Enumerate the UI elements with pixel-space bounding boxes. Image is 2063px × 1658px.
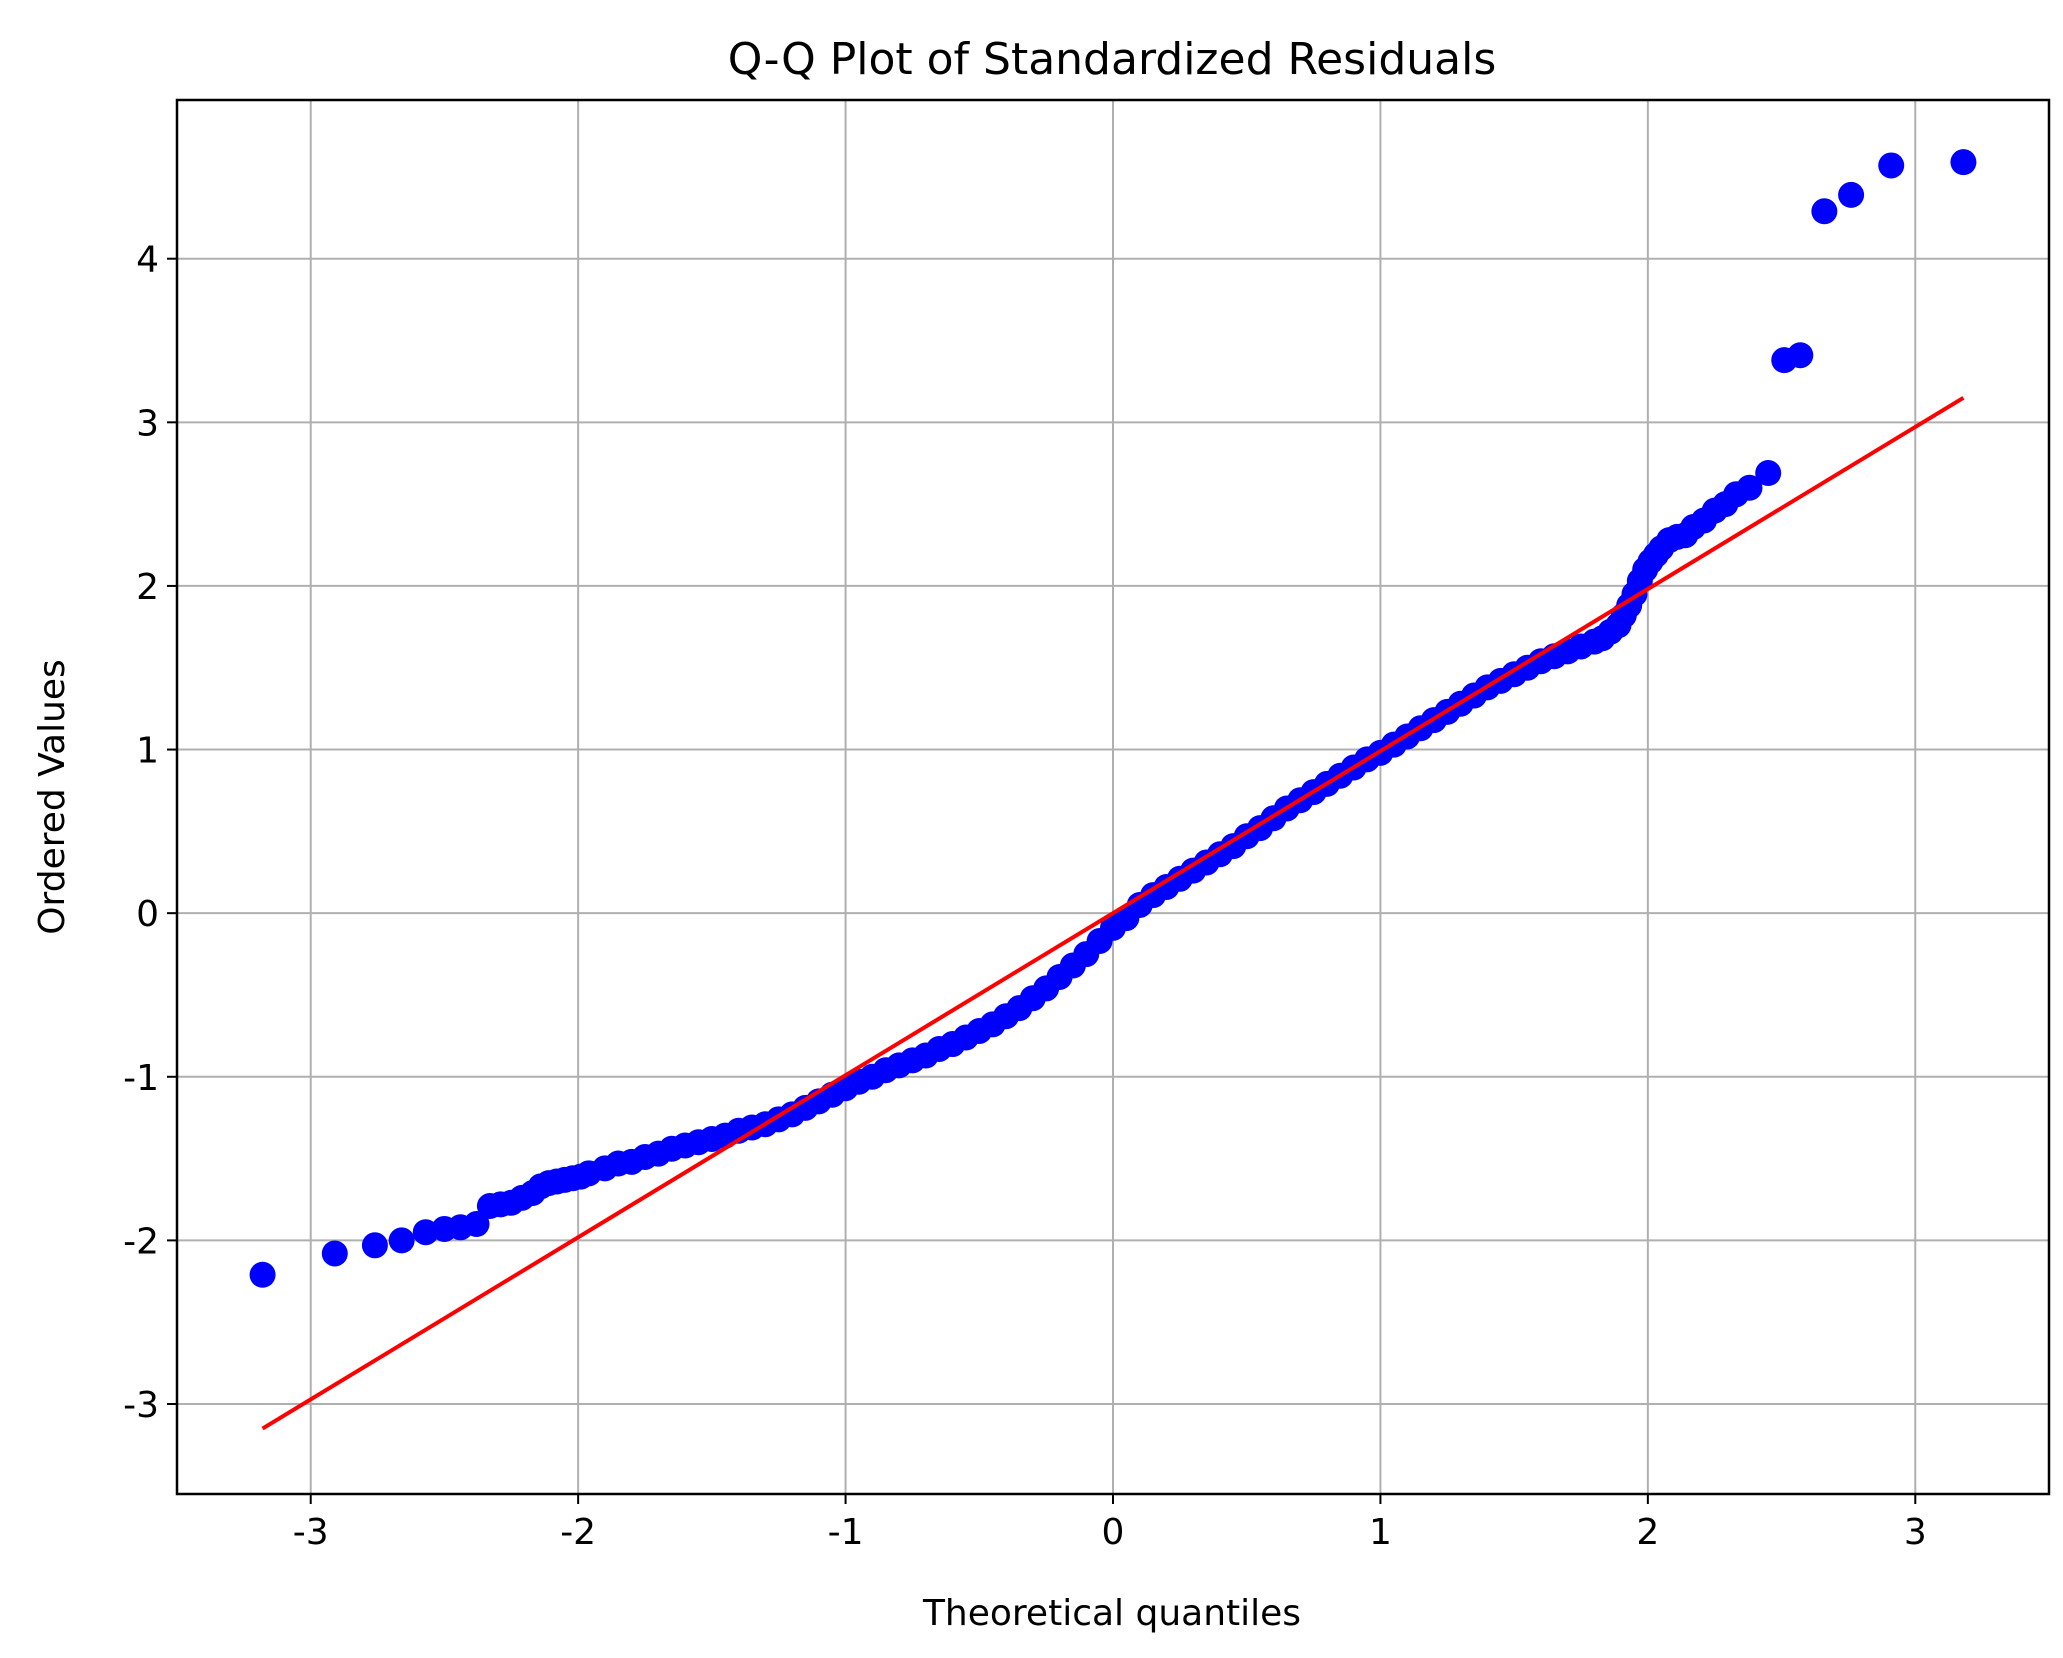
y-tick-label: 2 [136, 567, 159, 608]
y-tick-label: 0 [136, 894, 159, 935]
data-point [1755, 460, 1782, 487]
data-point [388, 1227, 415, 1254]
data-point [1838, 181, 1865, 208]
x-tick-label: -1 [828, 1512, 864, 1553]
x-axis-label: Theoretical quantiles [922, 1593, 1301, 1634]
x-tick-label: 3 [1904, 1512, 1927, 1553]
y-axis-label: Ordered Values [32, 659, 73, 935]
y-tick-label: 1 [136, 731, 159, 772]
fit-line-layer [261, 396, 1965, 1431]
y-tick-label: -2 [123, 1221, 159, 1262]
x-tick-label: 2 [1636, 1512, 1659, 1553]
fit-line [261, 396, 1965, 1431]
data-point [321, 1240, 348, 1267]
x-tick-label: -2 [560, 1512, 596, 1553]
data-point [1878, 152, 1905, 179]
data-point [249, 1261, 276, 1288]
data-point [463, 1211, 490, 1238]
y-tick-label: 3 [136, 403, 159, 444]
y-tick-label: 4 [136, 240, 159, 281]
x-tick-label: -3 [293, 1512, 329, 1553]
x-tick-label: 1 [1369, 1512, 1392, 1553]
grid [177, 100, 2049, 1494]
data-point [1950, 149, 1977, 176]
data-point [1787, 342, 1814, 369]
y-tick-label: -3 [123, 1385, 159, 1426]
y-tick-label: -1 [123, 1058, 159, 1099]
data-point [361, 1232, 388, 1259]
data-point [1811, 198, 1838, 225]
x-tick-label: 0 [1102, 1512, 1125, 1553]
data-point [1736, 474, 1763, 501]
ticks: -3 -2 -1 0 1 2 3 -3 -2 -1 0 1 2 3 4 [123, 240, 1927, 1553]
chart-title: Q-Q Plot of Standardized Residuals [728, 34, 1497, 85]
